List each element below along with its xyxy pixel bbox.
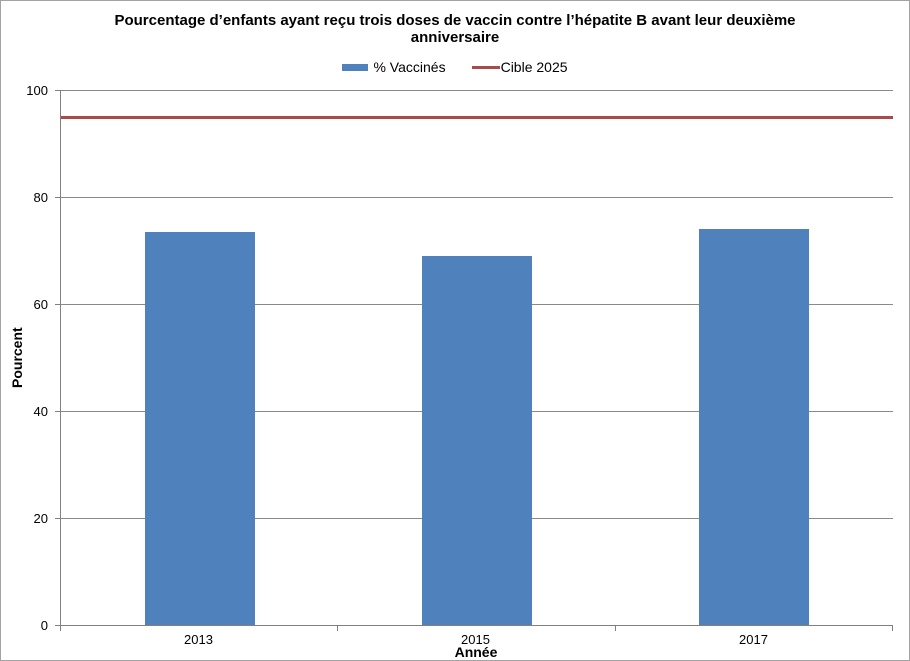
legend: % Vaccinés Cible 2025 — [1, 58, 909, 76]
x-axis-tick — [615, 626, 616, 631]
x-axis-tick — [337, 626, 338, 631]
x-tick-label: 2013 — [184, 632, 213, 647]
y-axis-tick — [55, 304, 60, 305]
plot-area — [60, 90, 893, 626]
x-tick-label: 2017 — [739, 632, 768, 647]
y-axis-tick — [55, 625, 60, 626]
y-tick-label: 20 — [33, 511, 48, 526]
x-axis-title: Année — [454, 644, 498, 660]
y-axis-tick — [55, 90, 60, 91]
y-axis-tick — [55, 518, 60, 519]
y-axis-tick — [55, 411, 60, 412]
legend-line-swatch-icon — [471, 65, 500, 69]
bar-2013 — [145, 232, 255, 625]
legend-item-cible: Cible 2025 — [471, 59, 568, 75]
y-tick-label: 0 — [40, 618, 48, 633]
legend-label-cible: Cible 2025 — [500, 59, 568, 75]
gridline-100 — [61, 90, 893, 91]
y-tick-label: 40 — [33, 404, 48, 419]
y-tick-label: 80 — [33, 190, 48, 205]
bar-2015 — [422, 256, 532, 625]
x-axis-tick — [892, 626, 893, 631]
x-tick-label: 2015 — [461, 632, 490, 647]
y-tick-label: 60 — [33, 297, 48, 312]
y-axis-title: Pourcent — [9, 327, 25, 388]
y-tick-label: 100 — [26, 83, 48, 98]
legend-label-vaccines: % Vaccinés — [373, 59, 446, 75]
bar-2017 — [699, 229, 809, 625]
legend-bar-swatch-icon — [342, 63, 369, 71]
target-line — [61, 116, 893, 119]
legend-item-vaccines: % Vaccinés — [342, 59, 446, 75]
gridline-80 — [61, 197, 893, 198]
chart-title: Pourcentage d’enfants ayant reçu trois d… — [114, 12, 796, 46]
y-axis-tick — [55, 197, 60, 198]
x-axis-tick — [60, 626, 61, 631]
